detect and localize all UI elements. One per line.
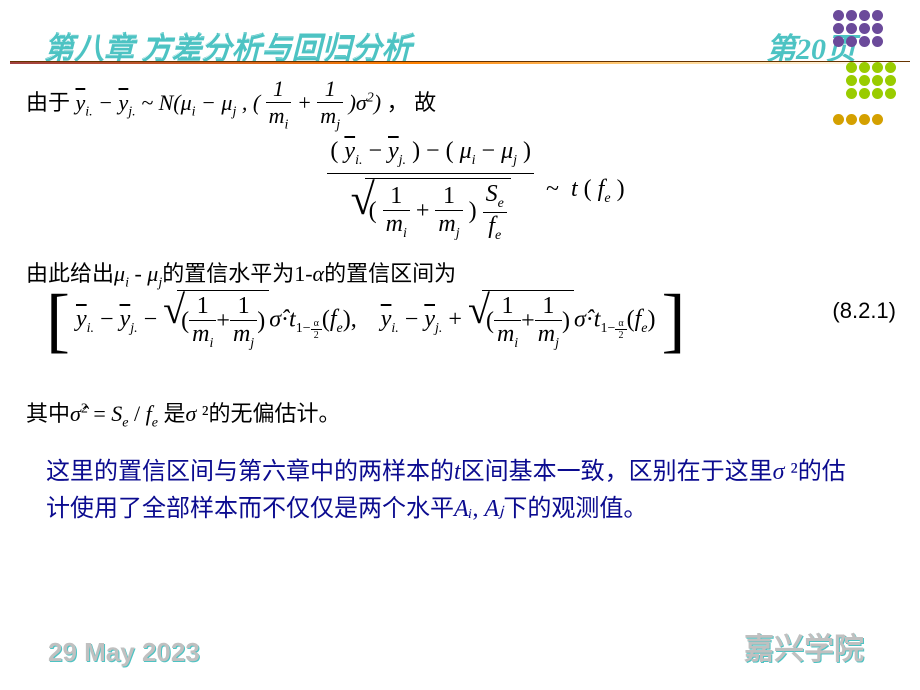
footer-date: 29 May 2023 bbox=[48, 637, 200, 668]
equation-number: (8.2.1) bbox=[832, 298, 896, 324]
remark-paragraph: 这里的置信区间与第六章中的两样本的t区间基本一致，区别在于这里σ ²的估计使用了… bbox=[46, 454, 866, 528]
formula-distribution: yi. − yj. ~ N(μi − μj , ( 1mi + 1mj )σ2) bbox=[76, 90, 387, 115]
text-youyu: 由于 bbox=[26, 90, 70, 115]
line-confidence-intro: 由此给出μi - μj的置信水平为1-α的置信区间为 bbox=[26, 256, 456, 291]
formula-confidence-interval: [ yi. − yj. − √ (1mi+1mj) σ̂·t1−α2(fe), … bbox=[46, 290, 856, 352]
line-1: 由于 yi. − yj. ~ N(μi − μj , ( 1mi + 1mj )… bbox=[26, 76, 436, 133]
header-separator bbox=[10, 61, 910, 64]
formula-t-statistic: ( yi. − yj. ) − ( μi − μj ) √ ( 1mi + 1m… bbox=[236, 138, 716, 243]
footer-school: 嘉兴学院 bbox=[744, 624, 864, 668]
line-unbiased: 其中σ̂2 = Se / fe 是σ ²的无偏估计。 bbox=[26, 396, 340, 431]
corner-dots-decoration bbox=[833, 10, 898, 127]
text-gu: ， 故 bbox=[387, 90, 437, 115]
slide-header: 第八章 方差分析与回归分析 第20页 bbox=[0, 0, 920, 64]
text-unbiased-suffix: 是σ ²的无偏估计。 bbox=[163, 401, 340, 426]
